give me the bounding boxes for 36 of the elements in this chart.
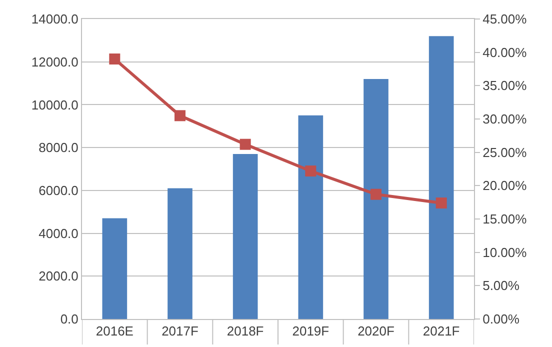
y2-tick-label: 0.00%	[482, 312, 520, 327]
bar	[364, 79, 388, 319]
y-tick-label: 8000.0	[38, 140, 78, 156]
point	[436, 198, 447, 208]
bar	[102, 218, 128, 319]
y-tick-label: 2000.0	[38, 268, 78, 284]
x-tick-label: 2019F	[292, 324, 330, 339]
point	[174, 110, 186, 122]
x-tick-label: 2020F	[358, 324, 394, 339]
bar	[298, 115, 324, 319]
y-tick-label: 14000.0	[31, 12, 78, 27]
x-tick-label: 2017F	[162, 324, 198, 339]
x-tick-label: 2018F	[226, 324, 264, 339]
y-tick-label: 6000.0	[38, 182, 78, 198]
y2-tick-label: 40.00%	[482, 44, 528, 60]
point	[109, 54, 120, 64]
bar	[232, 154, 258, 319]
y2-tick-label: 20.00%	[482, 178, 528, 194]
x-tick-label: 2021F	[422, 324, 460, 339]
y-tick-label: 10000.0	[31, 97, 78, 112]
bar	[168, 188, 192, 319]
y-tick-label: 12000.0	[31, 54, 78, 70]
y2-tick-label: 25.00%	[482, 144, 528, 160]
x-tick-label: 2016E	[96, 324, 134, 339]
point	[305, 166, 316, 176]
point	[370, 188, 382, 200]
y2-tick-label: 10.00%	[482, 244, 528, 260]
point	[240, 138, 251, 150]
bar	[428, 36, 454, 319]
y2-tick-label: 15.00%	[482, 212, 528, 227]
y2-tick-label: 45.00%	[482, 12, 528, 27]
y-tick-label: 0.0	[60, 312, 78, 327]
y-tick-label: 4000.0	[38, 226, 78, 241]
y2-tick-label: 30.00%	[482, 112, 528, 127]
y2-tick-label: 35.00%	[482, 78, 528, 94]
y2-tick-label: 5.00%	[482, 278, 520, 294]
